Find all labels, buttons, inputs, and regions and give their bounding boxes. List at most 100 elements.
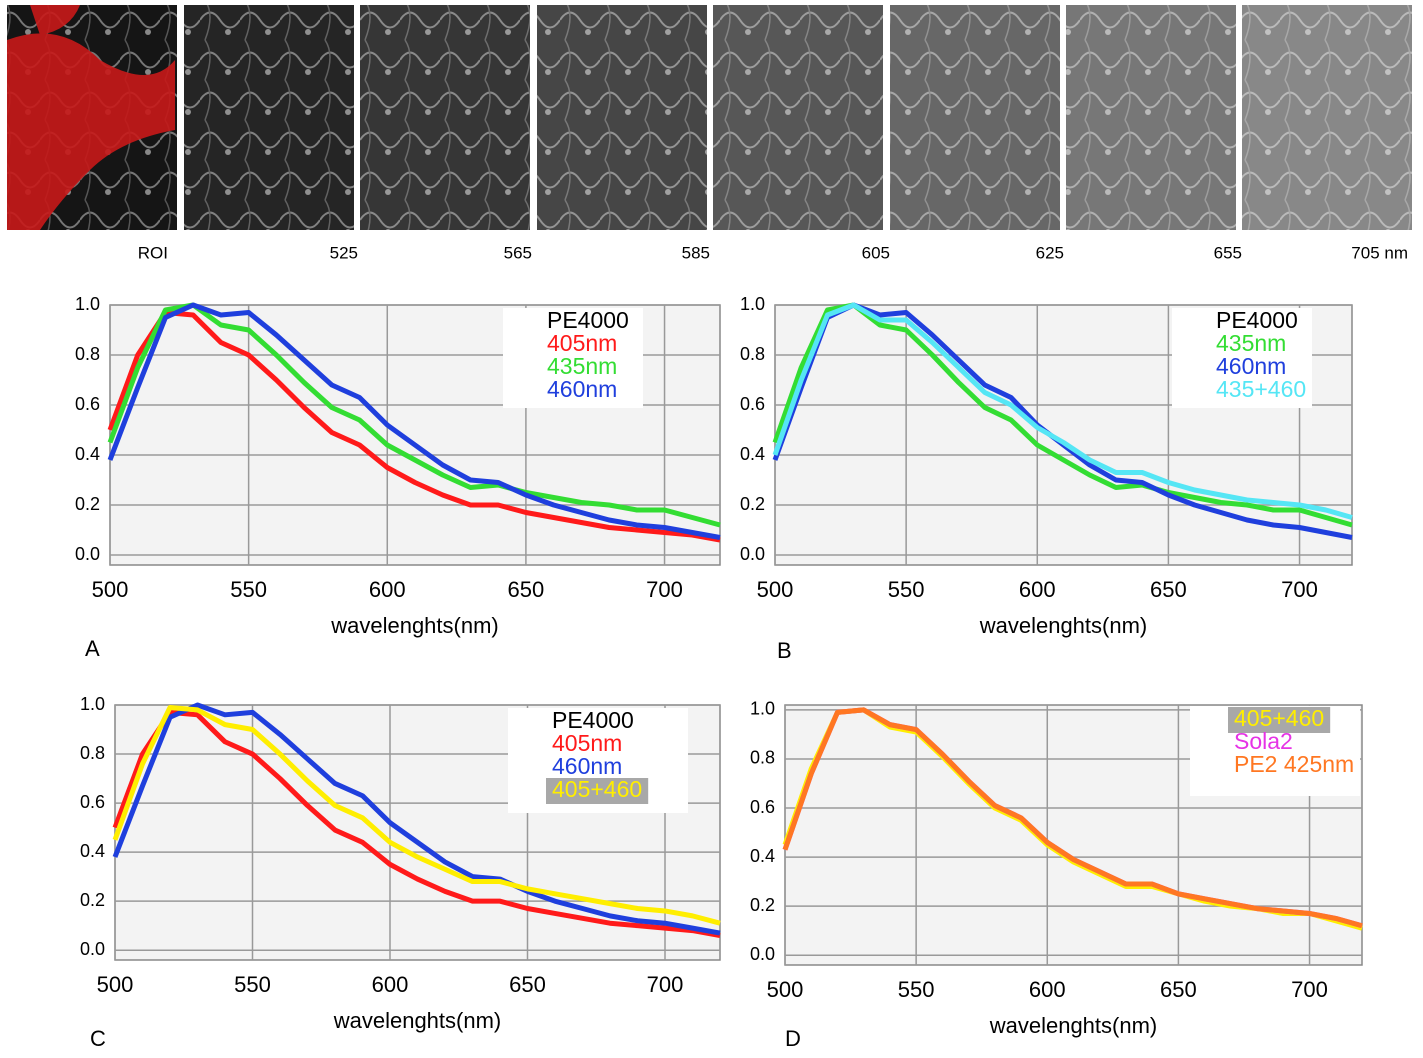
- series-line: [107, 310, 721, 543]
- legend-highlight: [1228, 707, 1331, 733]
- series-line: [107, 302, 721, 540]
- x-tick-label: 500: [97, 972, 134, 997]
- x-tick-label: 500: [757, 577, 794, 602]
- y-tick-label: 0.2: [75, 494, 100, 514]
- y-tick-label: 0.4: [740, 444, 765, 464]
- y-tick-label: 0.2: [740, 494, 765, 514]
- micrograph: [890, 5, 1060, 230]
- legend-title: PE4000: [1216, 307, 1298, 333]
- legend-entry: 405+460: [552, 776, 642, 802]
- y-tick-label: 0.0: [75, 544, 100, 564]
- y-tick-label: 0.4: [750, 846, 775, 866]
- legend-title: PE4000: [552, 707, 634, 733]
- series-line: [112, 702, 721, 936]
- chart: 0.0 0.2 0.4 0.6 0.8 1.0 500 550 600 650 700 wavelen…: [740, 294, 1353, 663]
- x-axis-label: wavelenghts(nm): [333, 1008, 502, 1033]
- y-tick-label: 0.0: [740, 544, 765, 564]
- legend-entry: PE2 425nm: [1234, 751, 1354, 777]
- legend-entry: Sola2: [1234, 728, 1293, 754]
- x-tick-label: 650: [509, 972, 546, 997]
- y-tick-label: 0.2: [750, 895, 775, 915]
- chart: 0.0 0.2 0.4 0.6 0.8 1.0 500 550 600 650 700 wavelen…: [80, 694, 721, 1051]
- x-tick-label: 650: [508, 577, 545, 602]
- legend-entry: 460nm: [547, 376, 617, 402]
- panel-label: D: [785, 1026, 801, 1051]
- legend-entry: 435nm: [1216, 330, 1286, 356]
- x-tick-label: 500: [767, 977, 804, 1002]
- y-tick-label: 0.8: [740, 344, 765, 364]
- x-axis-label: wavelenghts(nm): [989, 1013, 1158, 1038]
- legend-box: [503, 308, 643, 408]
- y-tick-label: 0.8: [750, 748, 775, 768]
- panel-label: B: [777, 638, 792, 663]
- y-tick-label: 0.4: [80, 841, 105, 861]
- chart: 0.0 0.2 0.4 0.6 0.8 1.0 500 550 600 650 700 wavelen…: [750, 699, 1363, 1051]
- panel-label: C: [90, 1026, 106, 1051]
- x-tick-label: 650: [1160, 977, 1197, 1002]
- micrograph: [184, 5, 354, 230]
- roi-overlay: [7, 5, 175, 230]
- image-label: 585: [682, 243, 710, 262]
- y-tick-label: 0.0: [750, 944, 775, 964]
- y-tick-label: 0.2: [80, 890, 105, 910]
- series-line: [107, 302, 721, 528]
- x-axis-label: wavelenghts(nm): [979, 613, 1148, 638]
- chart: 0.0 0.2 0.4 0.6 0.8 1.0 500 550 600 650 700 wavelen…: [75, 294, 721, 661]
- legend-highlight: [546, 778, 649, 804]
- x-tick-label: 700: [1291, 977, 1328, 1002]
- y-tick-label: 0.6: [740, 394, 765, 414]
- image-label: 565: [504, 243, 532, 262]
- image-label: 605: [862, 243, 890, 262]
- x-tick-label: 700: [646, 577, 683, 602]
- legend-entry: 405nm: [547, 330, 617, 356]
- x-tick-label: 600: [1019, 577, 1056, 602]
- legend-entry: 435nm: [547, 353, 617, 379]
- y-tick-label: 0.8: [80, 743, 105, 763]
- micrograph: [713, 5, 883, 230]
- y-tick-label: 1.0: [750, 699, 775, 719]
- y-tick-label: 0.0: [80, 939, 105, 959]
- y-tick-label: 0.8: [75, 344, 100, 364]
- image-label: 525: [330, 243, 358, 262]
- micrograph: [1242, 5, 1412, 230]
- legend-entry: 405nm: [552, 730, 622, 756]
- series-line: [112, 709, 721, 938]
- x-tick-label: 600: [1029, 977, 1066, 1002]
- image-label: 655: [1214, 243, 1242, 262]
- x-axis-label: wavelenghts(nm): [330, 613, 499, 638]
- micrograph: [1066, 5, 1236, 230]
- series-line: [112, 704, 721, 926]
- series-line: [772, 302, 1353, 520]
- legend-entry: 460nm: [552, 753, 622, 779]
- y-tick-label: 0.6: [750, 797, 775, 817]
- legend-title: PE4000: [547, 307, 629, 333]
- image-label: 705 nm: [1351, 243, 1408, 262]
- micrograph: [360, 5, 530, 230]
- image-label: ROI: [138, 243, 168, 262]
- series-line: [772, 302, 1353, 528]
- x-tick-label: 600: [369, 577, 406, 602]
- x-tick-label: 650: [1150, 577, 1187, 602]
- image-label: 625: [1036, 243, 1064, 262]
- y-tick-label: 1.0: [80, 694, 105, 714]
- x-tick-label: 700: [647, 972, 684, 997]
- x-tick-label: 550: [230, 577, 267, 602]
- x-tick-label: 550: [888, 577, 925, 602]
- y-tick-label: 0.6: [75, 394, 100, 414]
- legend-entry: 435+460: [1216, 376, 1306, 402]
- x-tick-label: 700: [1281, 577, 1318, 602]
- x-tick-label: 550: [234, 972, 271, 997]
- legend-entry: 405+460: [1234, 705, 1324, 731]
- panel-label: A: [85, 636, 100, 661]
- y-tick-label: 0.4: [75, 444, 100, 464]
- x-tick-label: 500: [92, 577, 129, 602]
- x-tick-label: 600: [372, 972, 409, 997]
- legend-entry: 460nm: [1216, 353, 1286, 379]
- micrograph: [537, 5, 707, 230]
- series-line: [782, 707, 1363, 929]
- y-tick-label: 0.6: [80, 792, 105, 812]
- y-tick-label: 1.0: [75, 294, 100, 314]
- x-tick-label: 550: [898, 977, 935, 1002]
- legend-box: [1172, 308, 1312, 408]
